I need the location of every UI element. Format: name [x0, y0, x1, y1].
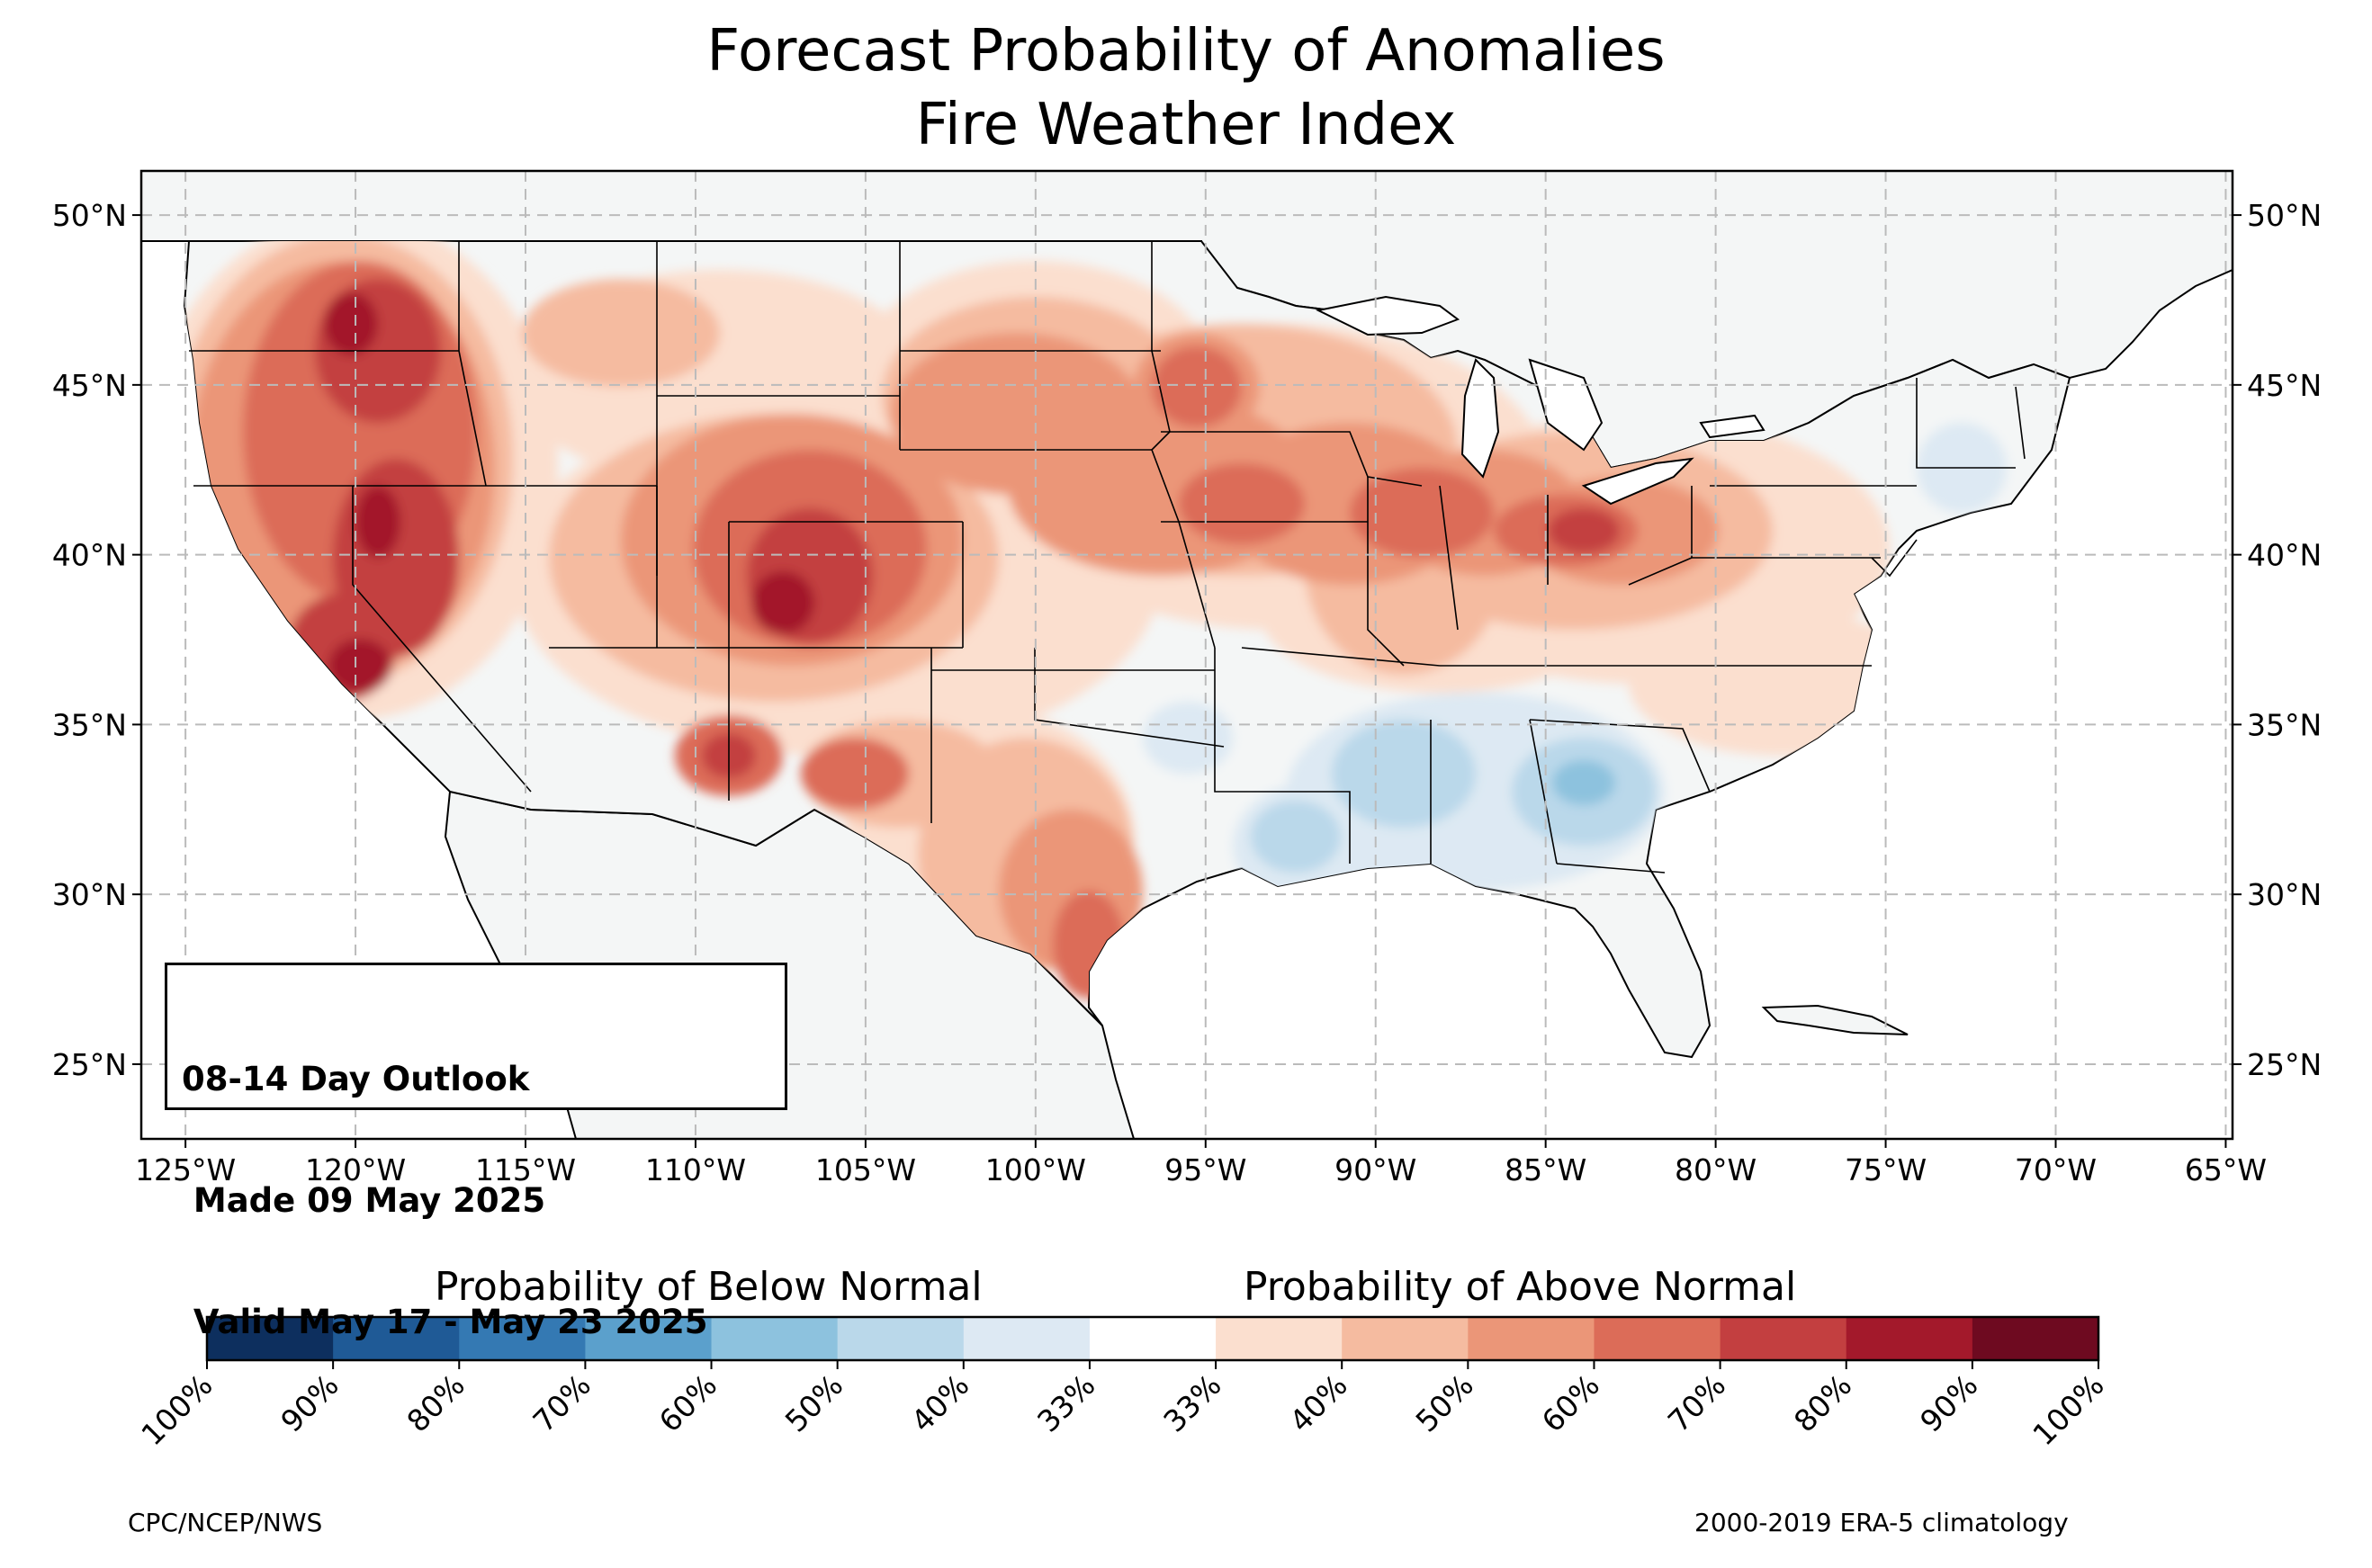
colorbar-tick-label: 50%	[1409, 1367, 1480, 1438]
anomaly-above-80-90	[324, 292, 814, 693]
outlook-made-date: Made 09 May 2025	[182, 1181, 546, 1220]
colorbar-swatch	[585, 1317, 713, 1360]
colorbar: 100% 90% 80% 70% 60% 50% 40% 33% 33% 40% 50% 60% 70%…	[134, 1315, 2111, 1452]
lat-tick-label-left: 25°N	[52, 1047, 127, 1082]
colorbar-above-label: Probability of Above Normal	[1244, 1264, 1797, 1310]
colorbar-swatch	[333, 1317, 460, 1360]
lon-tick-label: 125°W	[135, 1152, 236, 1187]
lon-tick-label: 80°W	[1675, 1152, 1757, 1187]
colorbar-swatch	[1342, 1317, 1469, 1360]
colorbar-swatch	[1720, 1317, 1847, 1360]
colorbar-swatch	[1089, 1317, 1217, 1360]
lat-tick-label-right: 45°N	[2247, 368, 2322, 403]
lat-tick-label-right: 50°N	[2247, 198, 2322, 233]
lon-tick-label: 100°W	[985, 1152, 1086, 1187]
colorbar-swatch	[963, 1317, 1091, 1360]
colorbar-tick-label: 70%	[1661, 1367, 1732, 1438]
outlook-info-box: 08-14 Day Outlook Made 09 May 2025 Valid…	[165, 963, 787, 1341]
colorbar-swatch	[711, 1317, 839, 1360]
map-title: Forecast Probability of Anomalies	[706, 18, 1666, 85]
colorbar-tick-label: 33%	[1030, 1367, 1101, 1438]
colorbar-tick-label: 40%	[904, 1367, 975, 1438]
lon-tick-label: 110°W	[645, 1152, 746, 1187]
colorbar-tick-label: 80%	[1787, 1367, 1858, 1438]
lon-tick-label: 75°W	[1845, 1152, 1927, 1187]
colorbar-swatch	[1972, 1317, 2099, 1360]
colorbar-frame	[205, 1315, 2100, 1362]
lat-tick-label-left: 45°N	[52, 368, 127, 403]
colorbar-swatch	[1594, 1317, 1721, 1360]
colorbar-swatch	[1846, 1317, 1973, 1360]
lat-tick-label-left: 30°N	[52, 877, 127, 912]
lon-tick-label: 105°W	[815, 1152, 916, 1187]
outlook-period: 08-14 Day Outlook	[182, 1060, 530, 1098]
anomaly-below-50-60	[1552, 760, 1615, 805]
great-lakes	[1315, 295, 1766, 506]
state-boundaries	[189, 241, 2026, 874]
colorbar-tick-label: 60%	[1535, 1367, 1606, 1438]
lon-tick-label: 70°W	[2015, 1152, 2097, 1187]
colorbar-swatch	[837, 1317, 965, 1360]
lat-tick-label-right: 40°N	[2247, 538, 2322, 573]
colorbar-tick-label: 90%	[1913, 1367, 1984, 1438]
lon-tick-label: 65°W	[2185, 1152, 2267, 1187]
credit-text: CPC/NCEP/NWS	[128, 1508, 323, 1537]
lat-tick-label-left: 35°N	[52, 707, 127, 742]
colorbar-below-label: Probability of Below Normal	[435, 1264, 983, 1310]
colorbar-swatch	[207, 1317, 334, 1360]
lon-tick-label: 120°W	[305, 1152, 406, 1187]
lon-tick-label: 90°W	[1334, 1152, 1416, 1187]
lat-tick-label-right: 30°N	[2247, 877, 2322, 912]
colorbar-swatch	[1216, 1317, 1343, 1360]
outlook-valid-range: Valid May 17 - May 23 2025	[182, 1303, 708, 1341]
lat-tick-label-right: 35°N	[2247, 707, 2322, 742]
climatology-text: 2000-2019 ERA-5 climatology	[1694, 1508, 2069, 1537]
lon-tick-label: 85°W	[1505, 1152, 1586, 1187]
lat-tick-label-left: 40°N	[52, 538, 127, 573]
colorbar-swatch	[1468, 1317, 1595, 1360]
plot-frame	[139, 169, 2234, 1141]
lat-tick-label-right: 25°N	[2247, 1047, 2322, 1082]
colorbar-tick-label: 50%	[778, 1367, 849, 1438]
colorbar-tick-label: 40%	[1282, 1367, 1353, 1438]
colorbar-tick-label: 100%	[2026, 1367, 2110, 1452]
colorbar-swatch	[459, 1317, 586, 1360]
map-subtitle: Fire Weather Index	[915, 92, 1457, 158]
cuba-landmass	[1761, 1004, 1909, 1035]
lon-tick-label: 115°W	[475, 1152, 576, 1187]
lat-tick-label-left: 50°N	[52, 198, 127, 233]
axis-ticks: 125°W 120°W 115°W 110°W 105°W 100°W 95°W 90°W 85…	[52, 198, 2322, 1187]
lon-tick-label: 95°W	[1164, 1152, 1246, 1187]
colorbar-tick-label: 33%	[1156, 1367, 1227, 1438]
